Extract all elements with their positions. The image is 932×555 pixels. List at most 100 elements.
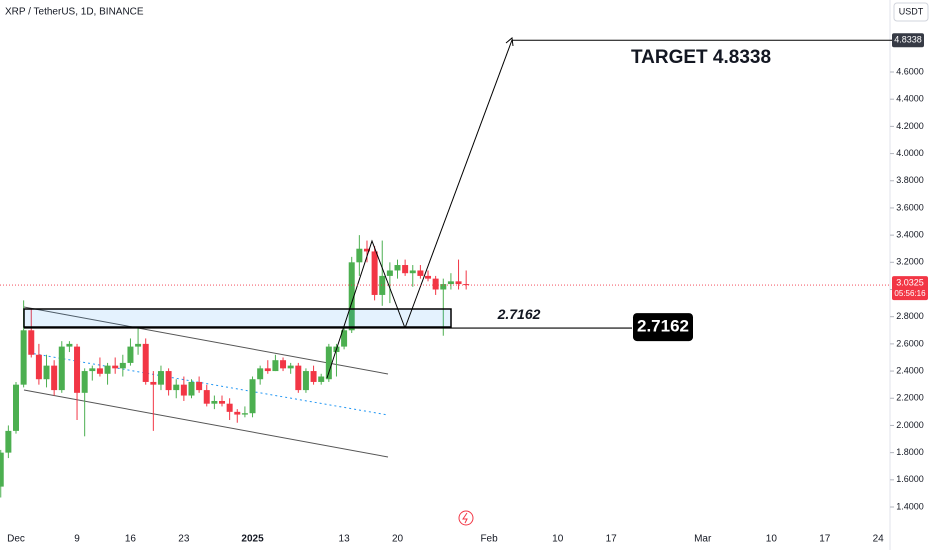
- arrow-line: [404, 39, 513, 329]
- candle-body: [257, 368, 264, 380]
- y-tick-label: 3.4000: [896, 230, 924, 240]
- x-tick-label: Dec: [7, 534, 25, 545]
- candle-body: [28, 330, 35, 355]
- candle-body: [142, 343, 149, 382]
- candle-body: [447, 281, 454, 285]
- y-tick-label: 1.4000: [896, 501, 924, 511]
- y-tick-label: 2.6000: [896, 338, 924, 348]
- candle-body: [127, 346, 134, 363]
- y-tick-label: 3.8000: [896, 175, 924, 185]
- timer: 05:56:16: [894, 289, 926, 298]
- candle-body: [310, 371, 317, 382]
- y-tick-label: 1.8000: [896, 447, 924, 457]
- y-tick-label: 2.2000: [896, 393, 924, 403]
- candle-body: [341, 330, 348, 347]
- last-badge: [892, 276, 928, 301]
- candle-body: [203, 390, 210, 404]
- candle-body: [0, 452, 4, 487]
- y-tick-label: 3.6000: [896, 202, 924, 212]
- target-badge: [892, 33, 924, 48]
- target-text: TARGET 4.8338: [631, 47, 771, 68]
- x-tick-label: 16: [125, 534, 137, 545]
- candle-body: [409, 270, 416, 274]
- candle-body: [440, 284, 447, 290]
- currency-box[interactable]: [893, 2, 929, 22]
- candle-body: [196, 381, 203, 391]
- y-tick-label: 2.0000: [896, 420, 924, 430]
- x-tick-label: 23: [178, 534, 190, 545]
- candle-body: [379, 275, 386, 295]
- x-tick-label: 20: [392, 534, 404, 545]
- candle-body: [302, 371, 309, 391]
- candle-body: [280, 360, 287, 369]
- level-badge: [633, 313, 693, 342]
- zone-box: [23, 308, 452, 328]
- candle-body: [157, 371, 164, 385]
- symbol: XRP / TetherUS, 1D, BINANCE: [5, 7, 144, 18]
- y-tick-label: 3.2000: [896, 257, 924, 267]
- x-tick-label: 24: [873, 534, 885, 545]
- candle-body: [81, 371, 88, 393]
- candle-body: [249, 379, 256, 414]
- event-icon[interactable]: [458, 510, 474, 526]
- candle-body: [35, 354, 42, 380]
- candle-body: [43, 365, 50, 380]
- x-tick-label: 17: [819, 534, 831, 545]
- x-tick-label: 13: [339, 534, 351, 545]
- candle-body: [394, 265, 401, 271]
- y-tick-label: 4.6000: [896, 66, 924, 76]
- candle-body: [135, 343, 142, 347]
- candle-body: [432, 278, 439, 290]
- y-tick-label: 2.8000: [896, 311, 924, 321]
- candle-body: [219, 400, 226, 404]
- candle-body: [417, 270, 424, 276]
- candle-body: [173, 384, 180, 391]
- candle-body: [241, 413, 248, 415]
- candle-body: [58, 346, 65, 391]
- channel-mid: [23, 351, 389, 416]
- candle-body: [287, 365, 294, 369]
- candle-body: [211, 400, 218, 404]
- level-badge-text: 2.7162: [637, 317, 689, 336]
- last-badge-text: 3.0325: [896, 277, 924, 287]
- candle-body: [5, 430, 12, 453]
- candle-body: [402, 265, 409, 274]
- y-tick-label: 4.0000: [896, 148, 924, 158]
- candle-body: [356, 248, 363, 263]
- candle-body: [234, 411, 241, 415]
- candle-body: [318, 376, 325, 382]
- candle-body: [165, 371, 172, 391]
- candle-body: [188, 381, 195, 396]
- y-tick-label: 4.2000: [896, 121, 924, 131]
- candle-body: [112, 365, 119, 369]
- candle-body: [89, 368, 96, 372]
- candle-body: [386, 270, 393, 276]
- candle-body: [371, 251, 378, 295]
- candle-body: [425, 275, 432, 279]
- x-tick-label: 10: [552, 534, 564, 545]
- zigzag: [326, 239, 406, 379]
- candle-body: [264, 368, 271, 372]
- candle-body: [363, 248, 370, 252]
- candle-body: [13, 384, 19, 431]
- target-badge-text: 4.8338: [894, 35, 922, 45]
- candle-body: [348, 262, 355, 331]
- candle-body: [463, 284, 470, 286]
- arrow-head: [505, 37, 514, 47]
- candle-body: [119, 362, 126, 369]
- candle-body: [51, 365, 58, 391]
- candle-body: [272, 360, 279, 372]
- candle-body: [325, 346, 332, 380]
- candle-body: [20, 330, 27, 385]
- event-bolt: [462, 512, 468, 524]
- y-tick-label: 1.6000: [896, 474, 924, 484]
- candle-body: [96, 368, 103, 374]
- candle-body: [66, 343, 73, 347]
- candle-body: [104, 365, 111, 374]
- candle-body: [226, 403, 233, 412]
- candle-body: [295, 365, 302, 391]
- currency: USDT: [899, 6, 924, 16]
- x-tick-label: 2025: [241, 534, 264, 545]
- x-tick-label: 10: [766, 534, 778, 545]
